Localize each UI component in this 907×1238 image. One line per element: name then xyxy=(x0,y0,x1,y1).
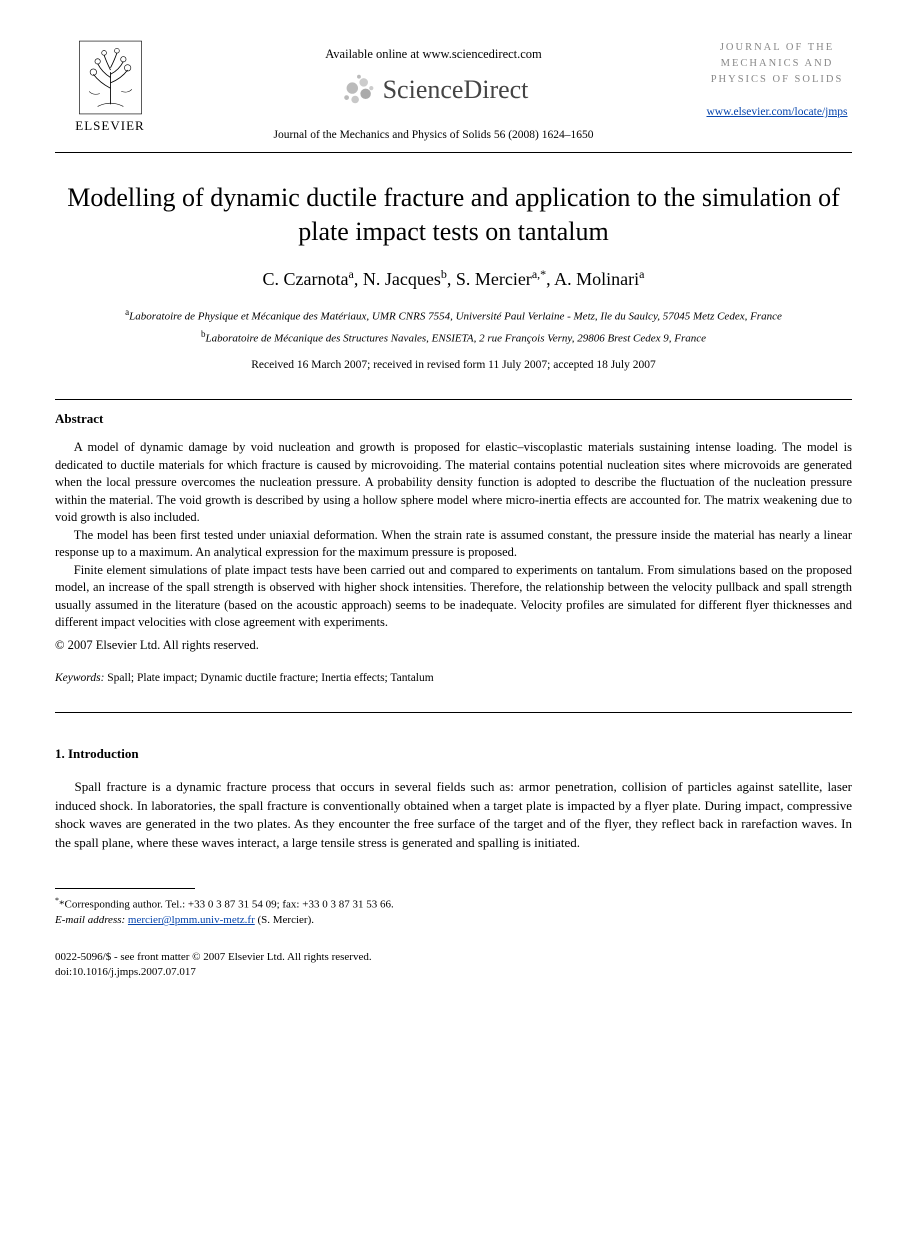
sciencedirect-logo: ScienceDirect xyxy=(165,71,702,109)
journal-brand-block: JOURNAL OF THE MECHANICS AND PHYSICS OF … xyxy=(702,40,852,121)
email-author-name: (S. Mercier). xyxy=(257,914,314,926)
abstract-p1: A model of dynamic damage by void nuclea… xyxy=(55,439,852,527)
publisher-label: ELSEVIER xyxy=(75,117,144,136)
header-row: ELSEVIER Available online at www.science… xyxy=(55,40,852,144)
authors-line: C. Czarnotaa, N. Jacquesb, S. Merciera,*… xyxy=(55,266,852,292)
footer-doi: doi:10.1016/j.jmps.2007.07.017 xyxy=(55,965,852,980)
journal-url-link[interactable]: www.elsevier.com/locate/jmps xyxy=(706,106,847,118)
available-online-text: Available online at www.sciencedirect.co… xyxy=(165,45,702,63)
corresponding-author-footnote: **Corresponding author. Tel.: +33 0 3 87… xyxy=(55,895,852,928)
keywords-label: Keywords: xyxy=(55,672,104,684)
article-title: Modelling of dynamic ductile fracture an… xyxy=(55,181,852,249)
abstract-p3: Finite element simulations of plate impa… xyxy=(55,562,852,632)
abstract-bottom-rule xyxy=(55,712,852,713)
citation-line: Journal of the Mechanics and Physics of … xyxy=(165,127,702,144)
publisher-block: ELSEVIER xyxy=(55,40,165,136)
intro-paragraph-1: Spall fracture is a dynamic fracture pro… xyxy=(55,778,852,852)
abstract-heading: Abstract xyxy=(55,410,852,429)
affiliation-a-text: Laboratoire de Physique et Mécanique des… xyxy=(129,311,782,323)
corr-author-text: *Corresponding author. Tel.: +33 0 3 87 … xyxy=(59,899,394,911)
email-link[interactable]: mercier@lpmm.univ-metz.fr xyxy=(128,914,255,926)
footer-block: 0022-5096/$ - see front matter © 2007 El… xyxy=(55,950,852,980)
email-line: E-mail address: mercier@lpmm.univ-metz.f… xyxy=(55,913,852,928)
corr-author-line: **Corresponding author. Tel.: +33 0 3 87… xyxy=(55,895,852,913)
header-divider xyxy=(55,152,852,153)
journal-brand-title: JOURNAL OF THE MECHANICS AND PHYSICS OF … xyxy=(702,40,852,87)
affiliation-b-text: Laboratoire de Mécanique des Structures … xyxy=(205,332,706,344)
keywords-line: Keywords: Spall; Plate impact; Dynamic d… xyxy=(55,670,852,687)
sciencedirect-text: ScienceDirect xyxy=(383,71,529,109)
sciencedirect-icon xyxy=(339,71,377,109)
abstract-top-rule xyxy=(55,399,852,400)
keywords-text: Spall; Plate impact; Dynamic ductile fra… xyxy=(107,672,433,684)
abstract-block: A model of dynamic damage by void nuclea… xyxy=(55,439,852,632)
header-center: Available online at www.sciencedirect.co… xyxy=(165,40,702,144)
intro-heading: 1. Introduction xyxy=(55,745,852,764)
article-dates: Received 16 March 2007; received in revi… xyxy=(55,357,852,374)
email-label: E-mail address: xyxy=(55,914,125,926)
elsevier-tree-icon xyxy=(78,40,143,115)
affiliation-a: aLaboratoire de Physique et Mécanique de… xyxy=(55,306,852,325)
affiliation-b: bLaboratoire de Mécanique des Structures… xyxy=(55,328,852,347)
copyright-line: © 2007 Elsevier Ltd. All rights reserved… xyxy=(55,636,852,654)
footnote-rule xyxy=(55,888,195,889)
abstract-p2: The model has been first tested under un… xyxy=(55,527,852,562)
footer-front-matter: 0022-5096/$ - see front matter © 2007 El… xyxy=(55,950,852,965)
